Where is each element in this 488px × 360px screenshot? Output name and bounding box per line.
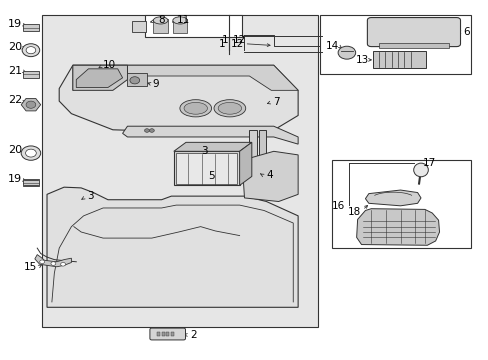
Text: 16: 16 (331, 201, 344, 211)
Bar (144, 15, 242, 37)
Text: 5: 5 (207, 171, 214, 181)
Text: 13: 13 (355, 55, 368, 65)
Polygon shape (173, 142, 251, 151)
FancyBboxPatch shape (150, 328, 185, 340)
Bar (378, 42, 448, 48)
Polygon shape (122, 126, 298, 144)
Ellipse shape (413, 163, 427, 177)
Polygon shape (42, 15, 317, 327)
Circle shape (22, 44, 40, 57)
Text: 3: 3 (87, 191, 94, 201)
Polygon shape (47, 187, 298, 307)
Circle shape (144, 129, 149, 132)
Circle shape (337, 46, 355, 59)
Polygon shape (73, 65, 298, 90)
Polygon shape (259, 130, 266, 160)
Bar (127, 73, 147, 86)
Text: 22: 22 (8, 95, 22, 105)
Text: 15: 15 (23, 262, 37, 272)
Polygon shape (356, 209, 439, 245)
Polygon shape (176, 153, 237, 184)
Circle shape (25, 149, 36, 157)
Circle shape (40, 260, 44, 264)
Polygon shape (249, 130, 256, 160)
Polygon shape (35, 255, 71, 267)
Polygon shape (21, 99, 41, 111)
Polygon shape (73, 65, 127, 90)
Bar (331, 160, 470, 248)
Bar (153, 19, 167, 33)
Text: 1: 1 (221, 35, 228, 45)
Bar (23, 179, 39, 186)
Circle shape (21, 146, 41, 160)
Polygon shape (242, 151, 298, 202)
Text: 1: 1 (219, 39, 225, 49)
Text: 4: 4 (266, 170, 273, 180)
Text: 9: 9 (152, 79, 159, 89)
FancyBboxPatch shape (366, 18, 460, 46)
Polygon shape (173, 151, 239, 185)
Ellipse shape (183, 102, 207, 114)
Bar (172, 19, 187, 33)
Ellipse shape (153, 17, 167, 24)
Text: 2: 2 (190, 330, 196, 340)
Text: 6: 6 (462, 27, 468, 37)
Bar (157, 332, 159, 336)
Text: 18: 18 (347, 207, 361, 217)
Text: 20: 20 (8, 42, 22, 52)
Ellipse shape (172, 17, 187, 24)
Bar (320, 15, 470, 74)
Text: 7: 7 (272, 97, 279, 107)
Bar (161, 332, 164, 336)
Bar (132, 22, 146, 32)
Polygon shape (59, 65, 298, 132)
Polygon shape (365, 190, 420, 206)
Bar (23, 24, 39, 31)
Circle shape (149, 129, 154, 132)
Circle shape (26, 47, 36, 54)
Text: 12: 12 (230, 39, 244, 49)
Polygon shape (76, 69, 122, 87)
Bar (23, 71, 39, 78)
Polygon shape (239, 142, 251, 185)
Text: 19: 19 (8, 174, 22, 184)
Text: 14: 14 (325, 41, 338, 50)
Text: 20: 20 (8, 144, 22, 154)
Text: 3: 3 (201, 146, 207, 156)
Bar (372, 51, 426, 68)
Text: 8: 8 (158, 15, 164, 26)
Text: 17: 17 (422, 158, 435, 168)
Bar (166, 332, 169, 336)
Circle shape (130, 77, 140, 84)
Circle shape (26, 101, 36, 108)
Circle shape (51, 262, 56, 265)
Text: 10: 10 (102, 60, 115, 70)
Text: 12: 12 (232, 35, 246, 45)
Text: 11: 11 (177, 15, 190, 26)
Ellipse shape (214, 100, 245, 117)
Circle shape (61, 262, 65, 266)
Bar (171, 332, 174, 336)
Text: 19: 19 (8, 19, 22, 29)
Text: 21: 21 (8, 66, 22, 76)
Ellipse shape (218, 102, 241, 114)
Ellipse shape (180, 100, 211, 117)
